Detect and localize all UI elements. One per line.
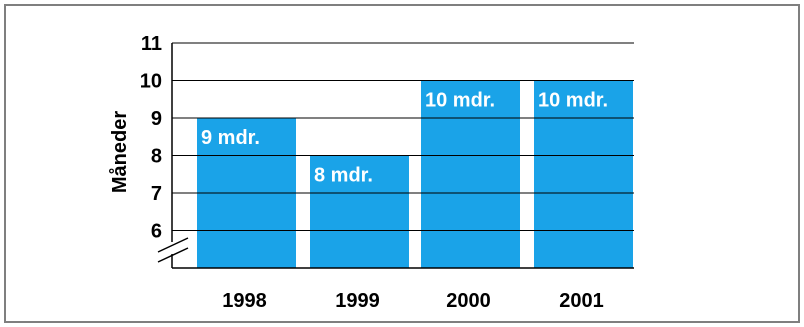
y-tick-label-11: 11 [141,33,162,55]
x-tick-label-1998: 1998 [222,290,267,312]
x-tick-label-2001: 2001 [559,290,604,312]
bar-2000 [421,80,520,268]
bar-1999 [310,155,409,268]
x-tick-label-2000: 2000 [446,290,491,312]
y-tick-label-9: 9 [151,108,162,130]
data-label-1998: 9 mdr. [201,127,260,149]
bar-2001 [534,80,633,268]
y-tick-label-8: 8 [151,146,162,168]
axis-break-mark-2 [157,247,189,263]
data-label-2000: 10 mdr. [425,90,495,112]
chart-frame: 6 7 8 9 10 11 Måneder 1998 1999 2000 2001 9 mdr. 8 m… [4,4,800,323]
y-tick-label-7: 7 [151,183,162,205]
data-label-1999: 8 mdr. [314,165,373,187]
y-axis-title: Måneder [108,111,131,193]
bar-chart: 6 7 8 9 10 11 Måneder 1998 1999 2000 2001 9 mdr. 8 m… [108,33,634,312]
x-tick-label-1999: 1999 [335,290,380,312]
y-tick-label-10: 10 [140,71,162,93]
axis-break-mark-1 [157,237,189,253]
y-tick-label-6: 6 [151,221,162,243]
data-label-2001: 10 mdr. [538,90,608,112]
